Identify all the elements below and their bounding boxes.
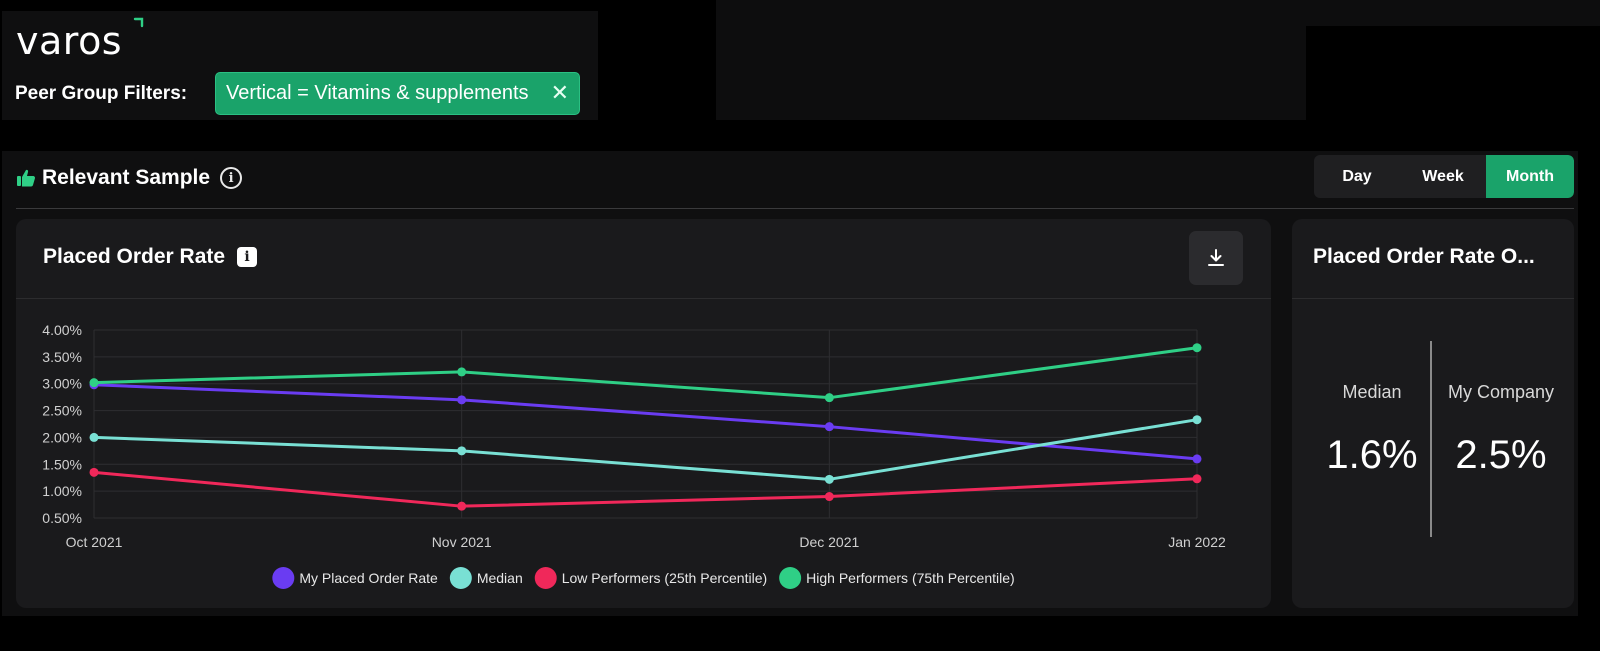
median-value: 1.6%	[1326, 433, 1418, 477]
median-label: Median	[1342, 382, 1402, 402]
y-tick-label: 1.50%	[42, 456, 82, 472]
legend-label: High Performers (75th Percentile)	[806, 570, 1015, 586]
chart-title-wrap: Placed Order Rate i	[43, 245, 258, 269]
legend-swatch	[534, 567, 557, 589]
data-point	[457, 501, 467, 511]
my-company-stat: My Company 2.5%	[1431, 382, 1571, 478]
data-point	[457, 367, 467, 377]
x-tick-label: Dec 2021	[799, 534, 859, 550]
data-point	[89, 378, 99, 388]
x-tick-label: Oct 2021	[66, 534, 123, 550]
data-point	[89, 432, 99, 442]
granularity-day-button[interactable]: Day	[1342, 167, 1372, 185]
data-point	[824, 393, 834, 403]
y-tick-label: 0.50%	[42, 510, 82, 526]
data-point	[1192, 343, 1202, 353]
series-line-2	[93, 470, 1198, 508]
top-right-black	[1306, 26, 1600, 120]
info-icon[interactable]: i	[220, 167, 243, 189]
download-button[interactable]	[1189, 231, 1243, 285]
relevant-sample-section: Relevant Sample i Day Week Month Placed …	[2, 151, 1578, 616]
stats-divider	[1430, 341, 1432, 537]
stats-card-header: Placed Order Rate O...	[1292, 219, 1574, 299]
series-line-3	[93, 346, 1198, 400]
data-point	[457, 395, 467, 405]
x-tick-label: Jan 2022	[1168, 534, 1226, 550]
y-tick-label: 3.50%	[42, 349, 82, 365]
download-icon	[1208, 249, 1224, 266]
chart-title: Placed Order Rate	[43, 245, 226, 268]
data-point	[824, 474, 834, 484]
median-stat: Median 1.6%	[1322, 382, 1422, 478]
y-tick-label: 4.00%	[42, 322, 82, 338]
placed-order-rate-overview-card: Placed Order Rate O... Median 1.6% My Co…	[1292, 219, 1574, 608]
filter-chip-vertical[interactable]: Vertical = Vitamins & supplements ✕	[215, 72, 580, 115]
data-point	[824, 492, 834, 502]
granularity-month-button[interactable]: Month	[1486, 155, 1574, 198]
y-tick-label: 3.00%	[42, 376, 82, 392]
legend-swatch	[449, 567, 472, 589]
stats-title: Placed Order Rate O...	[1313, 245, 1535, 268]
data-point	[1192, 415, 1202, 425]
info-icon[interactable]: i	[237, 247, 258, 267]
series-line-1	[93, 418, 1198, 481]
series-line-0	[93, 383, 1198, 461]
legend-swatch	[779, 567, 802, 589]
data-point	[824, 422, 834, 432]
logo-tick-icon	[133, 17, 144, 28]
section-title: Relevant Sample	[42, 166, 211, 189]
section-title-wrap: Relevant Sample i	[16, 165, 243, 191]
legend-swatch	[272, 567, 295, 589]
thumbs-up-icon	[17, 169, 36, 187]
legend-label: My Placed Order Rate	[299, 570, 438, 586]
data-point	[1192, 454, 1202, 464]
line-chart: 4.00% 3.50% 3.00% 2.50% 2.00% 1.50% 1.00% 0.50%…	[42, 322, 1226, 589]
y-tick-label: 2.00%	[42, 429, 82, 445]
varos-logo: varos	[16, 19, 123, 63]
data-point	[457, 446, 467, 456]
filter-chip-label: Vertical = Vitamins & supplements	[226, 82, 529, 104]
bottom-strip	[0, 616, 1600, 651]
placed-order-rate-card: Placed Order Rate i 4.00% 3.50% 3.00% 2.50%…	[16, 219, 1271, 608]
data-point	[89, 467, 99, 477]
my-company-value: 2.5%	[1455, 433, 1547, 477]
granularity-week-button[interactable]: Week	[1422, 167, 1464, 185]
peer-group-filters-label: Peer Group Filters:	[15, 83, 188, 104]
legend-label: Median	[477, 570, 523, 586]
top-dark-block	[716, 0, 1306, 120]
data-point	[1192, 474, 1202, 484]
close-icon[interactable]: ✕	[550, 80, 569, 105]
my-company-label: My Company	[1447, 382, 1555, 402]
section-divider	[16, 208, 1574, 209]
header-panel: varos Peer Group Filters: Vertical = Vit…	[2, 11, 598, 120]
x-tick-label: Nov 2021	[432, 534, 492, 550]
y-tick-label: 2.50%	[42, 403, 82, 419]
chart-card-header: Placed Order Rate i	[16, 219, 1271, 299]
legend-label: Low Performers (25th Percentile)	[562, 570, 767, 586]
y-tick-label: 1.00%	[42, 483, 82, 499]
granularity-toggle: Day Week Month	[1314, 155, 1574, 198]
